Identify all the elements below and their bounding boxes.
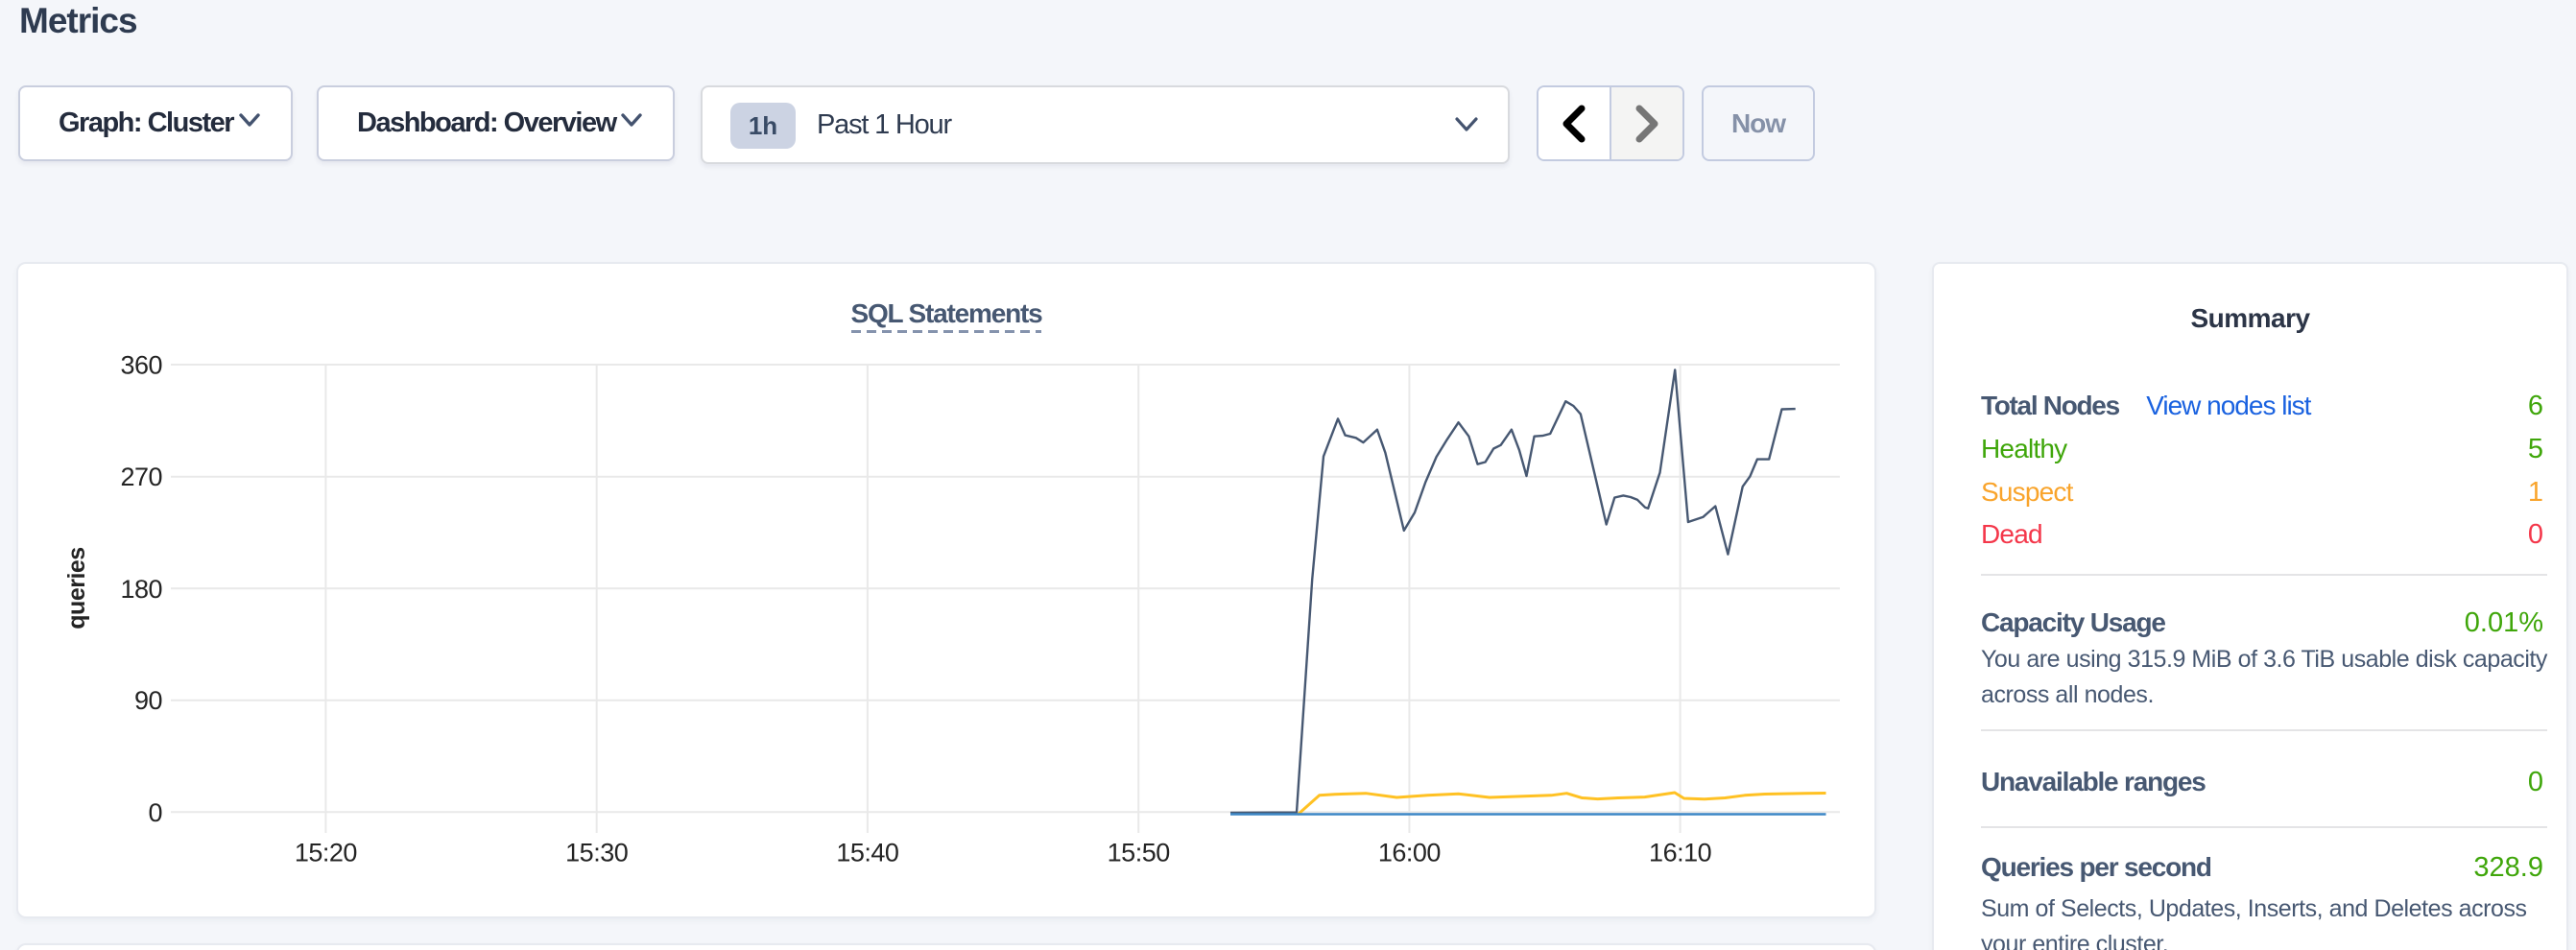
svg-text:15:50: 15:50 — [1108, 839, 1170, 867]
svg-text:15:20: 15:20 — [295, 839, 357, 867]
svg-text:15:30: 15:30 — [565, 839, 628, 867]
svg-text:270: 270 — [120, 463, 162, 491]
svg-text:360: 360 — [120, 351, 162, 380]
svg-text:queries: queries — [63, 547, 90, 629]
svg-text:180: 180 — [120, 575, 162, 604]
svg-text:16:00: 16:00 — [1378, 839, 1441, 867]
svg-text:15:40: 15:40 — [836, 839, 898, 867]
svg-text:90: 90 — [134, 686, 162, 715]
svg-text:0: 0 — [148, 798, 162, 827]
svg-text:16:10: 16:10 — [1649, 839, 1711, 867]
